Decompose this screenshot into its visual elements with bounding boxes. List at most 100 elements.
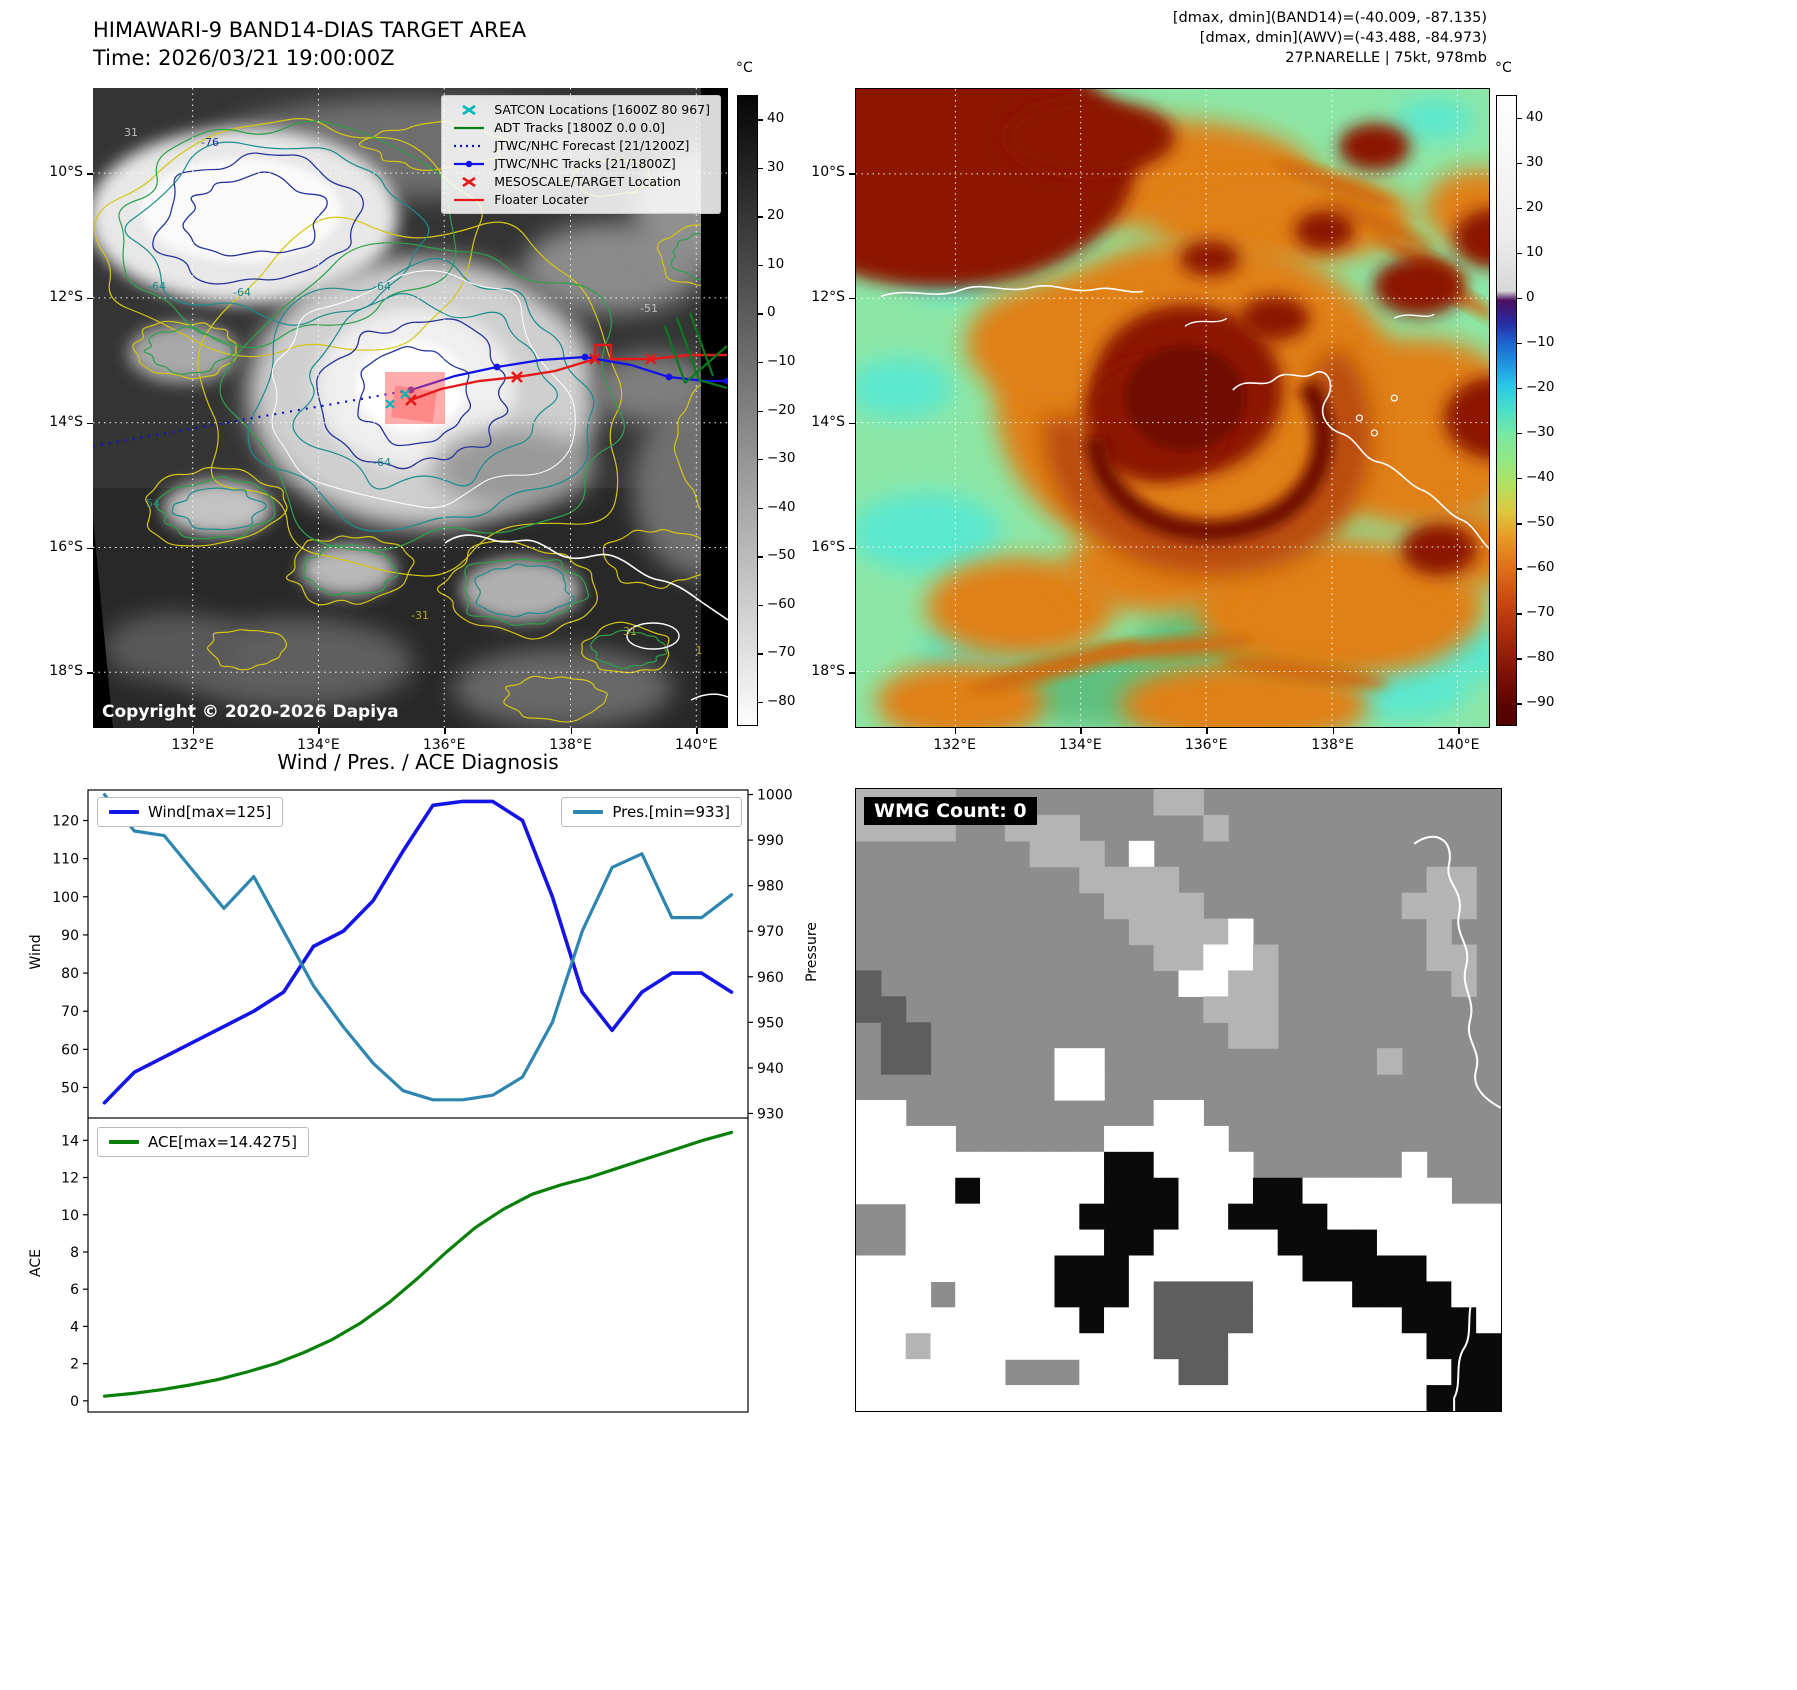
wmg-cell <box>1104 1359 1130 1386</box>
wmg-cell <box>856 996 882 1023</box>
x-legend-marker <box>462 104 476 115</box>
colorbar-tick-mark <box>758 459 763 461</box>
band14-title: HIMAWARI-9 BAND14-DIAS TARGET AREA <box>93 18 527 42</box>
y-tick-label: 10 <box>61 1208 79 1224</box>
track-point <box>581 353 589 361</box>
wmg-cell <box>955 1385 981 1411</box>
wmg-cell <box>1004 1203 1031 1231</box>
wmg-cell <box>1451 892 1477 920</box>
lat-tick-label: 10°S <box>811 164 845 181</box>
lon-tick-label: 136°E <box>1184 737 1228 753</box>
wmg-cell <box>1252 1385 1279 1411</box>
lon-tick-label: 134°E <box>297 737 340 753</box>
wmg-cell <box>1128 1203 1155 1231</box>
wmg-cell <box>1004 1333 1031 1360</box>
wmg-cell <box>1104 1177 1130 1205</box>
wmg-cell <box>1128 918 1155 946</box>
wmg-cell <box>1302 1281 1328 1308</box>
contour-line <box>155 475 276 540</box>
y-tick-label: 60 <box>61 1042 79 1058</box>
Wind[max=125] <box>102 799 734 1105</box>
Pres.[min=933] <box>102 793 734 1102</box>
y-tick-label: 940 <box>757 1061 784 1077</box>
wmg-cell <box>1228 918 1254 946</box>
wmg-cell <box>1277 1177 1304 1205</box>
wmg-cell <box>955 1151 981 1179</box>
wmg-cell <box>930 1203 956 1231</box>
y-tick-label: 6 <box>70 1282 79 1298</box>
colorbar-tick-mark <box>758 653 763 655</box>
ACE[max=14.4275] <box>102 1130 734 1398</box>
wmg-cell <box>1054 814 1080 842</box>
lon-tick-label: 132°E <box>171 737 214 753</box>
wmg-cell <box>1178 1151 1204 1179</box>
wmg-cell <box>1352 1177 1378 1205</box>
wmg-cell <box>1153 1203 1180 1231</box>
colorbar-tick-mark <box>1517 162 1522 164</box>
y-tick-label: 50 <box>61 1080 79 1096</box>
wmg-cell <box>1426 1229 1452 1257</box>
wmg-cell <box>1054 1281 1080 1308</box>
colorbar-tick-label: −30 <box>767 450 796 467</box>
wmg-pixel-image <box>856 789 1501 1411</box>
legend-label: MESOSCALE/TARGET Location <box>494 174 681 189</box>
wmg-cell <box>1029 1281 1056 1308</box>
wmg-cell <box>1178 970 1204 997</box>
wmg-cell <box>1277 1203 1304 1231</box>
y-tick-label: 980 <box>757 879 784 895</box>
wmg-cell <box>1203 1177 1229 1205</box>
wmg-cell <box>1054 1229 1080 1257</box>
colorbar-tick-mark <box>758 216 763 218</box>
legend-item: Floater Locater <box>452 192 710 207</box>
wmg-cell <box>1153 1100 1180 1127</box>
contour-line <box>132 320 238 380</box>
wmg-cell <box>1352 1281 1378 1308</box>
lat-tick-mark <box>87 297 93 300</box>
wmg-cell <box>1476 1255 1501 1283</box>
island-outline <box>626 622 680 650</box>
wmg-cell <box>930 1151 956 1179</box>
wmg-cell <box>1352 1333 1378 1360</box>
wmg-cell <box>905 1022 932 1049</box>
colorbar-tick-label: −80 <box>767 692 796 709</box>
wmg-cell <box>1178 1385 1204 1411</box>
colorbar-tick-label: −60 <box>767 595 796 612</box>
wmg-cell <box>1029 1307 1056 1334</box>
contour-line <box>673 381 728 513</box>
wmg-cell <box>856 1151 882 1179</box>
wmg-cell <box>1228 1307 1254 1334</box>
contour-label: -76 <box>201 136 219 149</box>
wmg-cell <box>1128 1307 1155 1334</box>
wmg-cell <box>1327 1359 1353 1386</box>
lat-tick-label: 16°S <box>49 538 83 555</box>
wmg-cell <box>1004 1177 1031 1205</box>
wmg-cell <box>955 1177 981 1205</box>
wmg-cell <box>1104 1307 1130 1334</box>
wmg-cell <box>1426 1281 1452 1308</box>
ace-legend: ACE[max=14.4275] <box>97 1127 309 1157</box>
wmg-cell <box>1104 1229 1130 1257</box>
wmg-cell <box>1203 1333 1229 1360</box>
wmg-cell <box>1277 1281 1304 1308</box>
colorbar-tick-label: −40 <box>1526 469 1555 486</box>
wmg-cell <box>980 1385 1006 1411</box>
contour-line <box>590 629 668 670</box>
coastline <box>690 693 728 701</box>
wmg-cell <box>1401 1229 1428 1257</box>
y-tick-label: 8 <box>70 1245 79 1261</box>
wmg-cell <box>880 1281 907 1308</box>
lat-tick-label: 14°S <box>49 413 83 430</box>
y-tick-label: 0 <box>70 1394 79 1410</box>
legend-line-sample <box>109 810 139 814</box>
wmg-cell <box>905 1385 932 1411</box>
wmg-cell <box>1128 1359 1155 1386</box>
colorbar-tick-mark <box>758 361 763 364</box>
wmg-cell <box>1401 1385 1428 1411</box>
wmg-cell <box>1054 1074 1080 1101</box>
diagnosis-title: Wind / Pres. / ACE Diagnosis <box>277 750 559 774</box>
colorbar-tick-label: −70 <box>1526 604 1555 621</box>
wmg-cell <box>1004 1229 1031 1257</box>
wmg-cell <box>880 1022 907 1049</box>
lon-tick-mark <box>318 728 320 734</box>
